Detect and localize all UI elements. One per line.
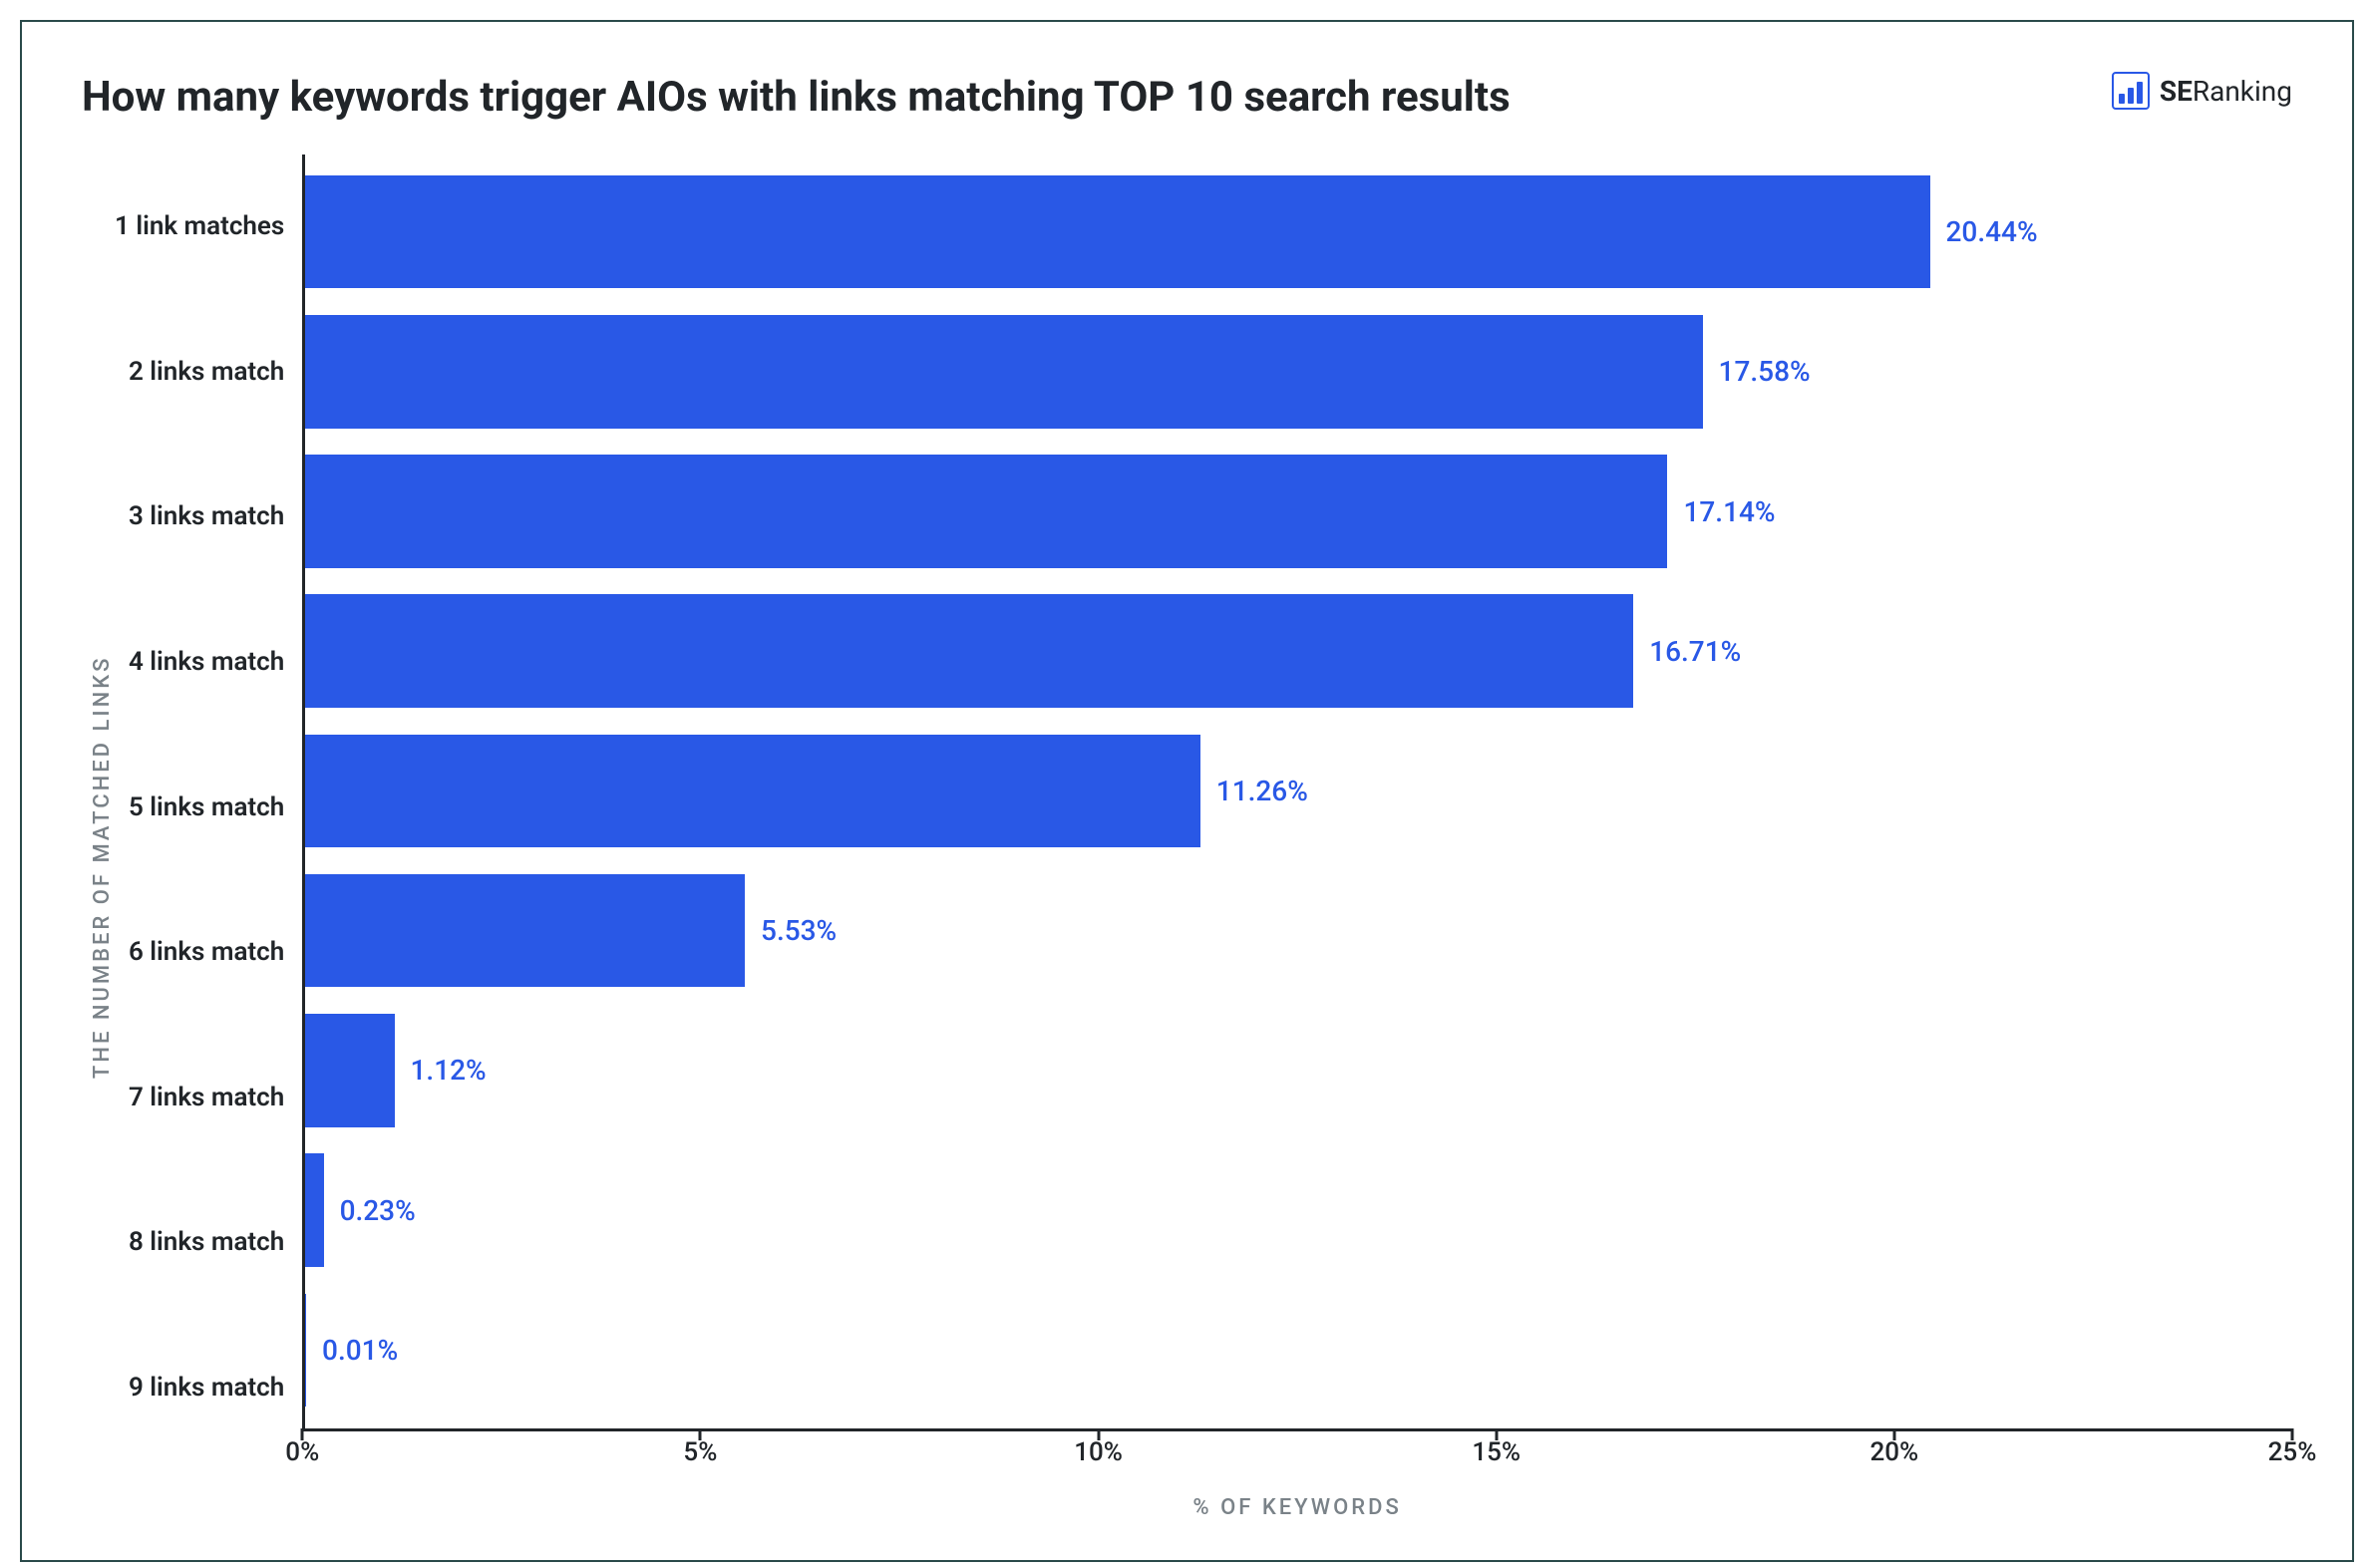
bars-area: 20.44% 17.58% 17.14% 16.71% 11.26% 5.53% 1.12%… — [302, 155, 2292, 1431]
bar — [305, 874, 745, 988]
y-axis-labels: 1 link matches 2 links match 3 links match… — [115, 155, 302, 1520]
chart-card: How many keywords trigger AIOs with link… — [20, 20, 2354, 1562]
bar-value-label: 16.71% — [1649, 635, 1741, 668]
plot-area: THE NUMBER OF MATCHED LINKS 1 link match… — [82, 155, 2292, 1520]
bar-value-label: 17.58% — [1719, 355, 1811, 388]
bar-value-label: 1.12% — [411, 1054, 487, 1087]
y-axis-category-label: 7 links match — [115, 1085, 284, 1110]
x-axis-title: % OF KEYWORDS — [302, 1495, 2292, 1520]
bar — [305, 735, 1200, 848]
bar — [305, 594, 1633, 708]
bar-value-label: 0.23% — [340, 1194, 416, 1227]
bar — [305, 1153, 323, 1267]
bar — [305, 1294, 306, 1408]
y-axis-category-label: 8 links match — [115, 1229, 284, 1255]
plot: 20.44% 17.58% 17.14% 16.71% 11.26% 5.53% 1.12%… — [302, 155, 2292, 1520]
y-axis-category-label: 6 links match — [115, 939, 284, 965]
x-tick-label: 25% — [2268, 1437, 2317, 1467]
bar-row: 11.26% — [305, 735, 2292, 848]
x-tick-label: 0% — [285, 1437, 319, 1467]
x-tick-label: 15% — [1472, 1437, 1521, 1467]
bar-row: 17.14% — [305, 455, 2292, 568]
y-axis-category-label: 1 link matches — [115, 213, 284, 239]
bar-value-label: 5.53% — [761, 914, 837, 947]
bar-row: 20.44% — [305, 175, 2292, 289]
bar-row: 5.53% — [305, 874, 2292, 988]
brand-text: SERanking — [2160, 75, 2292, 108]
x-tick-label: 20% — [1869, 1437, 1918, 1467]
bar-row: 0.23% — [305, 1153, 2292, 1267]
bar — [305, 175, 1929, 289]
y-axis-category-label: 3 links match — [115, 503, 284, 529]
y-axis-title: THE NUMBER OF MATCHED LINKS — [82, 155, 115, 1520]
y-axis-category-label: 2 links match — [115, 359, 284, 385]
x-tick-label: 10% — [1074, 1437, 1123, 1467]
brand-text-bold: SE — [2160, 75, 2193, 108]
x-axis-ticks: 0%5%10%15%20%25% — [302, 1431, 2292, 1467]
bar — [305, 1014, 394, 1127]
chart-title: How many keywords trigger AIOs with link… — [82, 72, 1511, 125]
bar — [305, 315, 1702, 429]
bar-value-label: 11.26% — [1216, 775, 1308, 807]
y-axis-category-label: 4 links match — [115, 649, 284, 675]
bar-chart-icon — [2112, 72, 2150, 110]
bar-value-label: 0.01% — [322, 1334, 398, 1367]
chart-header: How many keywords trigger AIOs with link… — [82, 72, 2292, 125]
bar-value-label: 17.14% — [1683, 495, 1775, 528]
bar — [305, 455, 1667, 568]
brand-text-light: Ranking — [2193, 75, 2292, 108]
y-axis-category-label: 5 links match — [115, 794, 284, 820]
bar-row: 17.58% — [305, 315, 2292, 429]
x-tick-label: 5% — [683, 1437, 717, 1467]
brand-logo: SERanking — [2112, 72, 2292, 110]
y-axis-category-label: 9 links match — [115, 1375, 284, 1401]
bar-row: 1.12% — [305, 1014, 2292, 1127]
bar-row: 16.71% — [305, 594, 2292, 708]
bar-value-label: 20.44% — [1946, 215, 2038, 248]
bar-row: 0.01% — [305, 1294, 2292, 1408]
